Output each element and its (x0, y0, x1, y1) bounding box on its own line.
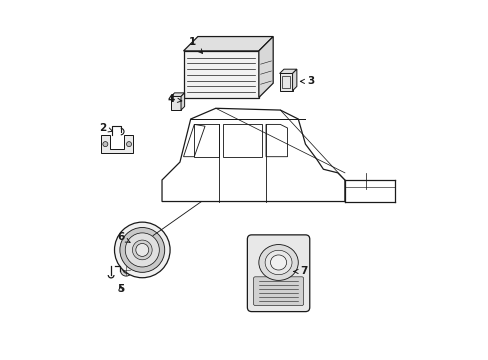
Ellipse shape (114, 222, 170, 278)
Circle shape (102, 141, 108, 147)
Text: 4: 4 (167, 94, 182, 104)
Polygon shape (292, 69, 296, 91)
Polygon shape (171, 96, 181, 110)
Ellipse shape (120, 228, 164, 273)
Text: 2: 2 (99, 123, 112, 133)
Text: 1: 1 (188, 37, 202, 53)
Polygon shape (279, 69, 296, 73)
Ellipse shape (125, 233, 159, 267)
Text: 7: 7 (293, 266, 307, 276)
Text: 5: 5 (117, 284, 124, 294)
Text: 6: 6 (117, 232, 130, 242)
Polygon shape (101, 135, 133, 153)
FancyBboxPatch shape (253, 277, 303, 306)
Polygon shape (183, 37, 273, 51)
Circle shape (126, 141, 131, 147)
FancyBboxPatch shape (247, 235, 309, 312)
Ellipse shape (258, 244, 298, 280)
Polygon shape (183, 51, 258, 98)
Text: 3: 3 (300, 76, 314, 86)
Ellipse shape (270, 255, 286, 270)
Polygon shape (279, 73, 292, 91)
Ellipse shape (132, 240, 152, 260)
Ellipse shape (264, 250, 291, 275)
Polygon shape (181, 93, 184, 110)
Polygon shape (171, 93, 184, 96)
Circle shape (123, 267, 129, 273)
Circle shape (136, 243, 148, 256)
Polygon shape (258, 37, 273, 98)
Circle shape (120, 265, 132, 276)
